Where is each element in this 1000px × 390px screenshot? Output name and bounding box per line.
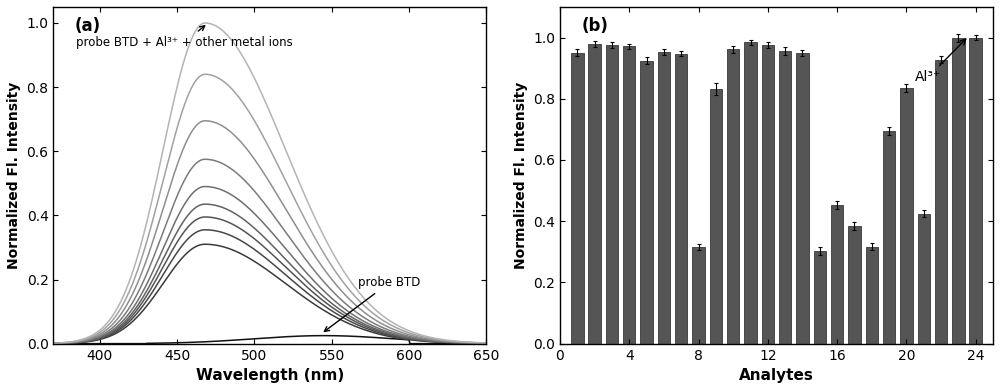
Text: (a): (a) (75, 17, 101, 35)
Bar (831, 205, 843, 344)
X-axis label: Wavelength (nm): Wavelength (nm) (196, 368, 344, 383)
Bar (779, 51, 791, 344)
Bar (762, 45, 774, 344)
Bar (918, 214, 930, 344)
Y-axis label: Normalized Fl. Intensity: Normalized Fl. Intensity (7, 82, 21, 269)
Bar (606, 45, 618, 344)
Bar (814, 251, 826, 344)
Bar (710, 89, 722, 344)
Bar (935, 60, 947, 344)
Bar (883, 131, 895, 344)
Text: probe BTD: probe BTD (324, 276, 420, 332)
Bar (969, 37, 982, 344)
Bar (848, 226, 861, 344)
X-axis label: Analytes: Analytes (739, 368, 814, 383)
Text: (b): (b) (582, 17, 608, 35)
Bar (692, 247, 705, 344)
Bar (675, 54, 687, 344)
Bar (900, 88, 913, 344)
Bar (623, 46, 635, 344)
Bar (571, 53, 584, 344)
Bar (866, 246, 878, 344)
Bar (588, 44, 601, 344)
Bar (952, 38, 965, 344)
Text: Al³⁺: Al³⁺ (915, 39, 966, 84)
Bar (796, 53, 809, 344)
Y-axis label: Normalized Fl. Intensity: Normalized Fl. Intensity (514, 82, 528, 269)
Bar (744, 42, 757, 344)
Bar (658, 52, 670, 344)
Bar (727, 49, 739, 344)
Text: probe BTD + Al³⁺ + other metal ions: probe BTD + Al³⁺ + other metal ions (76, 26, 293, 49)
Bar (640, 60, 653, 344)
